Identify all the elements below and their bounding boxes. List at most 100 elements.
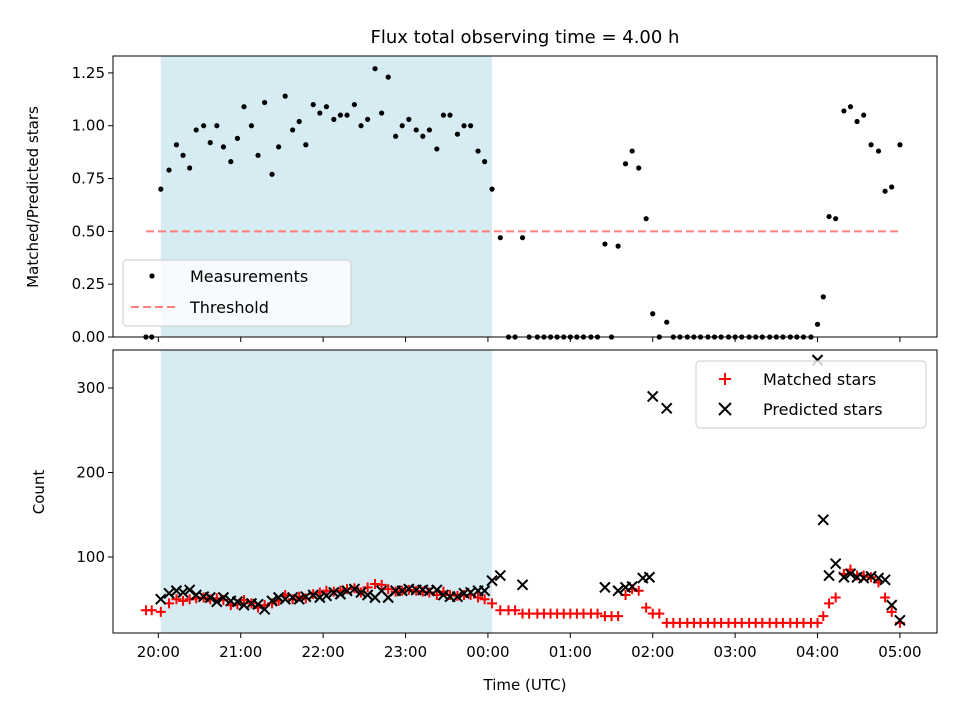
measurement-point [897,142,903,148]
predicted-star-point [516,579,529,591]
predicted-star-point [829,558,842,570]
measurement-point [158,186,164,192]
measurement-point [358,123,364,129]
predicted-star-point [231,596,244,608]
predicted-star-point [361,589,374,601]
measurement-point [475,148,481,154]
measurement-point [420,133,426,139]
predicted-star-point [155,593,167,605]
measurement-point [193,127,199,133]
measurement-point [519,235,526,241]
matched-star-point [376,579,387,590]
bottom-legend: Matched stars Predicted stars [695,360,927,429]
x-axis-label: Time (UTC) [483,676,567,694]
predicted-star-point [823,569,835,582]
measurement-point [276,144,282,150]
measurement-point [889,184,895,190]
predicted-star-point [494,569,506,582]
measurement-point [303,142,309,148]
predicted-star-point [307,589,319,601]
measurement-point [166,167,172,173]
chart-title: Flux total observing time = 4.00 h [371,27,680,48]
measurement-point [426,127,433,133]
measurement-point [187,165,193,171]
matched-star-point [654,608,665,619]
predicted-star-point [396,585,408,597]
measurement-point [296,118,302,125]
measurement-point [854,118,860,125]
predicted-star-point [643,571,656,583]
matched-star-point [613,611,624,622]
measurement-point [351,101,358,108]
measurement-point [650,311,656,317]
x-tick-label: 02:00 [631,643,674,661]
measurement-point [664,319,670,325]
measurement-point [323,104,330,110]
predicted-star-point [177,586,189,599]
matched-star-point [812,617,823,628]
measurement-point [629,148,635,154]
measurement-point [220,144,227,150]
predicted-star-point [647,390,659,403]
y-tick-label: 300 [76,379,105,397]
predicted-stars-series [155,354,906,627]
bottom-x-ticks: 20:00 21:00 22:00 23:00 00:00 01:00 02:00 03:00… [137,633,922,661]
measurement-point [615,243,621,249]
y-tick-label: 0.00 [72,328,105,346]
measurement-point [331,116,337,122]
top-y-axis-label: Matched/Predicted stars [24,106,42,288]
predicted-star-point [844,568,857,580]
predicted-star-point [170,585,183,597]
matched-star-point [362,582,373,593]
matched-star-point [171,594,182,605]
matched-star-point [641,602,652,613]
measurement-point [833,216,839,222]
matched-star-point [880,592,891,603]
measurement-point [468,123,474,129]
measurement-point [447,112,453,118]
measurements-series [143,66,903,340]
measurement-point [248,123,255,129]
top-legend: Measurements Threshold [122,259,352,327]
legend-predicted-label: Predicted stars [763,400,883,419]
predicted-star-point [272,591,285,604]
predicted-star-point [293,593,305,605]
measurement-point [461,123,467,129]
predicted-star-point [314,591,326,604]
predicted-star-point [885,599,898,611]
y-tick-label: 1.00 [72,117,105,135]
measurement-point [875,148,882,154]
measurement-point [372,66,378,72]
measurement-point [344,112,350,118]
top-panel: 0.00 0.25 0.50 0.75 1.00 1.25 Flux total obse… [24,27,938,346]
measurement-point [241,104,247,110]
predicted-star-point [817,514,829,526]
top-y-ticks: 0.00 0.25 0.50 0.75 1.00 1.25 [72,64,113,346]
y-tick-label: 0.50 [72,222,105,240]
predicted-star-point [894,614,906,627]
bottom-y-axis-label: Count [30,470,48,515]
measurement-point [413,127,419,133]
measurement-point [365,116,371,122]
x-tick-label: 23:00 [384,643,427,661]
y-tick-label: 200 [76,463,105,481]
bottom-y-ticks: 100 200 300 [76,379,113,566]
measurement-point [497,235,503,241]
predicted-star-point [204,591,216,604]
measurement-point [482,159,488,165]
predicted-star-point [266,595,278,607]
measurement-point [337,112,344,118]
x-tick-label: 01:00 [549,643,592,661]
predicted-star-point [217,591,230,604]
bottom-legend-box [695,360,927,429]
predicted-star-point [320,590,333,602]
predicted-star-point [451,590,464,603]
measurement-point [847,104,854,110]
x-tick-label: 03:00 [714,643,757,661]
x-tick-label: 05:00 [878,643,921,661]
y-tick-label: 100 [76,548,105,566]
matched-star-point [146,605,157,616]
measurement-point [282,93,288,99]
legend-matched-label: Matched stars [763,370,876,389]
x-tick-label: 21:00 [219,643,262,661]
